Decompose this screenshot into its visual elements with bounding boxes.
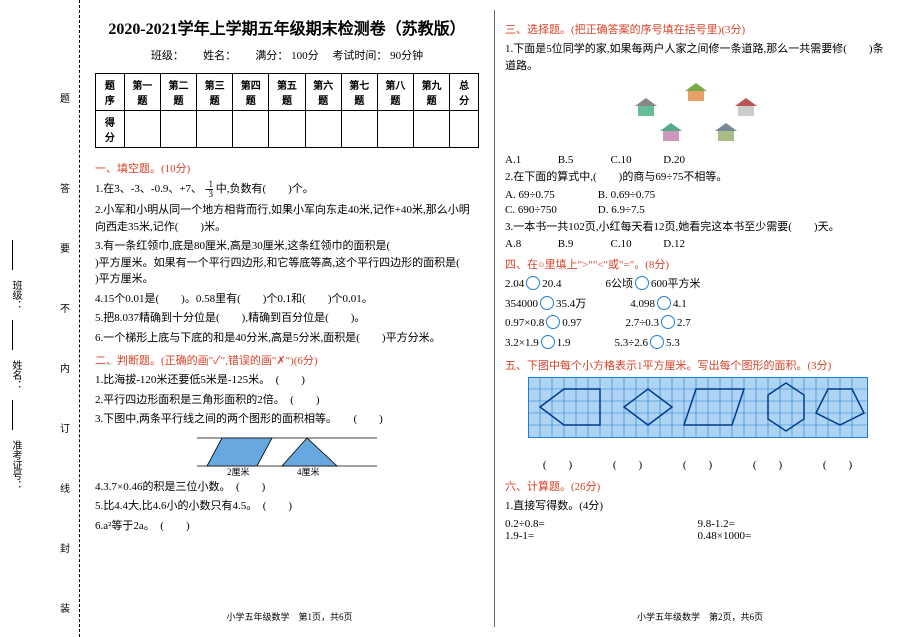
section-3-heading: 三、选择题。(把正确答案的序号填在括号里)(3分) <box>505 21 890 37</box>
compare-circle[interactable] <box>650 335 664 349</box>
section-4-heading: 四、在○里填上">""<"或"="。(8分) <box>505 256 890 272</box>
section-1-heading: 一、填空题。(10分) <box>95 160 479 176</box>
grid-shapes-figure <box>528 377 868 452</box>
page-title: 2020-2021学年上学期五年级期末检测卷（苏教版） <box>95 15 479 39</box>
page-subtitle: 班级： 姓名： 满分： 100分 考试时间： 90分钟 <box>95 47 479 63</box>
compare-row: 35400035.4万 4.0984.1 <box>505 296 890 313</box>
score-table: 题序 第一题 第二题 第三题 第四题 第五题 第六题 第七题 第八题 第九题 总… <box>95 73 479 148</box>
question-2-2: 2.平行四边形面积是三角形面积的2倍。 ( ) <box>95 392 479 409</box>
footer-right: 小学五年级数学 第2页，共6页 <box>495 610 905 623</box>
compare-row: 3.2×1.91.9 5.3÷2.65.3 <box>505 335 890 352</box>
question-3-3: 3.一本书一共102页,小红每天看12页,她看完这本书至少需要( )天。 <box>505 219 890 236</box>
svg-text:4厘米: 4厘米 <box>297 466 320 476</box>
compare-circle[interactable] <box>546 315 560 329</box>
calc-row: 1.9-1= 0.48×1000= <box>505 530 890 542</box>
binding-margin: 准考证号： 姓名： 班级： 装 封 线 内 不 要 答 题 订 <box>0 0 80 637</box>
question-1-1: 1.在3、-3、-0.9、+7、 -13 中,负数有( )个。 <box>95 180 479 199</box>
choices-3-1: A.1 B.5 C.10 D.20 <box>505 154 890 166</box>
table-row: 题序 第一题 第二题 第三题 第四题 第五题 第六题 第七题 第八题 第九题 总… <box>96 74 479 111</box>
column-right: 三、选择题。(把正确答案的序号填在括号里)(3分) 1.下面是5位同学的家,如果… <box>495 10 905 627</box>
parallelogram-figure: 2厘米 4厘米 <box>187 432 387 476</box>
svg-text:2厘米: 2厘米 <box>227 466 250 476</box>
question-3-1: 1.下面是5位同学的家,如果每两户人家之间修一条道路,那么一共需要修( )条道路… <box>505 41 890 74</box>
choices-3-3: A.8 B.9 C.10 D.12 <box>505 238 890 250</box>
section-2-heading: 二、判断题。(正确的画"✓",错误的画"✗")(6分) <box>95 352 479 368</box>
question-2-5: 5.比4.4大,比4.6小的小数只有4.5。 ( ) <box>95 498 479 515</box>
binding-label-exam: 准考证号： <box>8 440 23 490</box>
question-6-1: 1.直接写得数。(4分) <box>505 498 890 515</box>
question-1-2: 2.小军和小明从同一个地方相背而行,如果小军向东走40米,记作+40米,那么小明… <box>95 202 479 235</box>
compare-circle[interactable] <box>635 276 649 290</box>
binding-label-name: 姓名： <box>8 360 23 390</box>
page-content: 2020-2021学年上学期五年级期末检测卷（苏教版） 班级： 姓名： 满分： … <box>85 10 905 627</box>
compare-circle[interactable] <box>661 315 675 329</box>
question-2-1: 1.比海拔-120米还要低5米是-125米。 ( ) <box>95 372 479 389</box>
question-2-4: 4.3.7×0.46的积是三位小数。 ( ) <box>95 479 479 496</box>
footer-left: 小学五年级数学 第1页，共6页 <box>85 610 494 623</box>
question-1-3: 3.有一条红领巾,底是80厘米,高是30厘米,这条红领巾的面积是( )平方厘米。… <box>95 238 479 288</box>
question-3-2: 2.在下面的算式中,( )的商与69÷75不相等。 <box>505 169 890 186</box>
compare-circle[interactable] <box>541 335 555 349</box>
binding-label-class: 班级： <box>8 280 23 310</box>
answer-blanks: ( )( )( )( )( ) <box>505 456 890 472</box>
question-1-6: 6.一个梯形上底与下底的和是40分米,高是5分米,面积是( )平方分米。 <box>95 330 479 347</box>
section-5-heading: 五、下图中每个小方格表示1平方厘米。写出每个图形的面积。(3分) <box>505 357 890 373</box>
question-1-5: 5.把8.037精确到十分位是( ),精确到百分位是( )。 <box>95 310 479 327</box>
question-1-4: 4.15个0.01是( )。0.58里有( )个0.1和( )个0.01。 <box>95 291 479 308</box>
section-6-heading: 六、计算题。(26分) <box>505 478 890 494</box>
houses-figure <box>613 78 783 148</box>
question-2-6: 6.a²等于2a。 ( ) <box>95 518 479 535</box>
compare-circle[interactable] <box>540 296 554 310</box>
compare-row: 2.0420.4 6公顷600平方米 <box>505 276 890 293</box>
compare-row: 0.97×0.80.97 2.7÷0.32.7 <box>505 315 890 332</box>
calc-row: 0.2÷0.8= 9.8-1.2= <box>505 518 890 530</box>
question-2-3: 3.下图中,两条平行线之间的两个图形的面积相等。 ( ) <box>95 411 479 428</box>
choices-3-2: A. 69÷0.75 B. 0.69÷0.75 <box>505 189 890 201</box>
compare-circle[interactable] <box>657 296 671 310</box>
column-left: 2020-2021学年上学期五年级期末检测卷（苏教版） 班级： 姓名： 满分： … <box>85 10 495 627</box>
table-row: 得分 <box>96 111 479 148</box>
compare-circle[interactable] <box>526 276 540 290</box>
